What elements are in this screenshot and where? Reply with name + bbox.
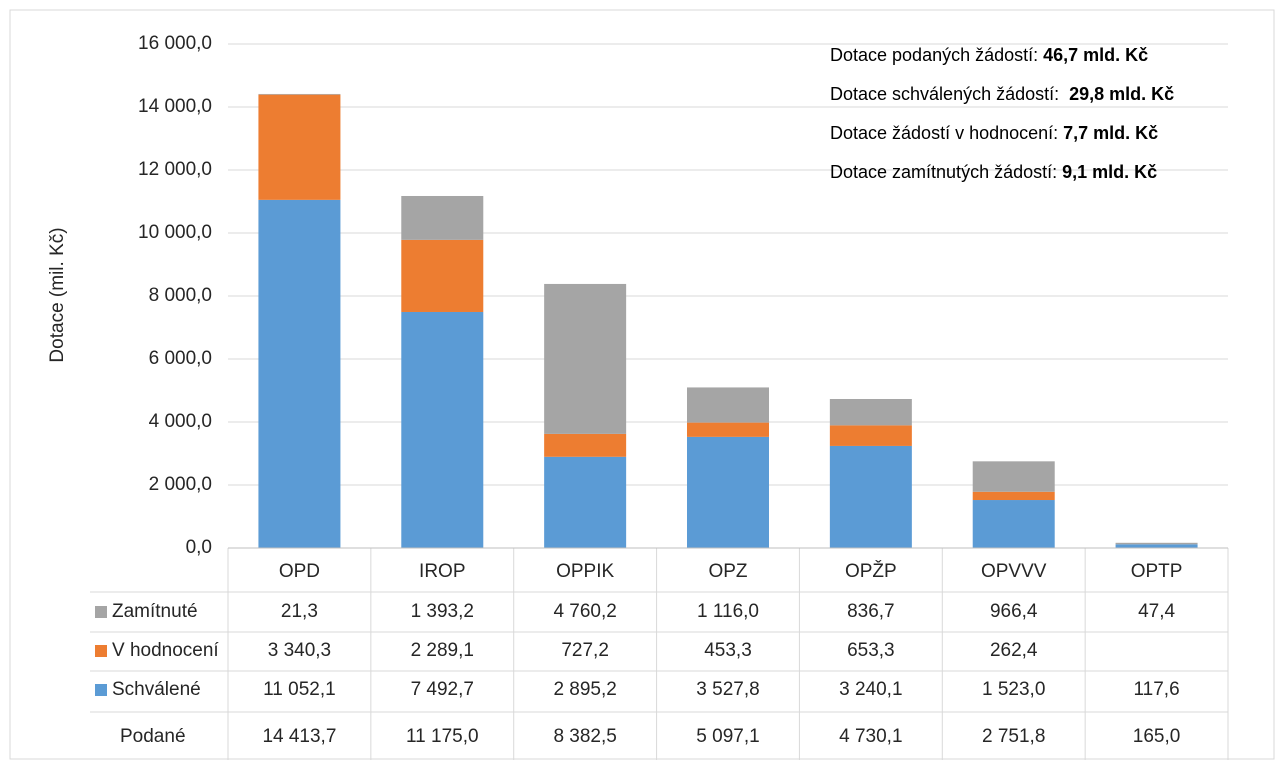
bar-segment bbox=[687, 436, 769, 548]
bar-segment bbox=[258, 94, 341, 200]
legend-key bbox=[95, 606, 107, 618]
bar-segment bbox=[401, 195, 484, 240]
bar-segment bbox=[258, 199, 341, 548]
x-tick-label: OPD bbox=[279, 561, 320, 582]
table-value: 165,0 bbox=[1133, 726, 1181, 747]
x-tick-label: OPTP bbox=[1131, 561, 1183, 582]
x-tick-label: OPZ bbox=[708, 561, 747, 582]
y-axis-label: Dotace (mil. Kč) bbox=[47, 227, 68, 362]
annotation-text: Dotace žádostí v hodnocení: bbox=[830, 123, 1058, 143]
table-value: 11 175,0 bbox=[406, 726, 479, 747]
bar-segment bbox=[401, 311, 484, 548]
table-value: 3 240,1 bbox=[839, 679, 902, 700]
legend-key bbox=[95, 684, 107, 696]
table-value: 2 289,1 bbox=[411, 640, 474, 661]
legend-label: Zamítnuté bbox=[112, 601, 198, 622]
annotation-value: 29,8 mld. Kč bbox=[1069, 84, 1174, 104]
bar-segment bbox=[829, 425, 912, 446]
table-value: 5 097,1 bbox=[696, 726, 759, 747]
y-tick-label: 12 000,0 bbox=[138, 159, 212, 180]
chart-border bbox=[9, 9, 1275, 760]
annotation-value: 9,1 mld. Kč bbox=[1062, 162, 1157, 182]
table-value: 8 382,5 bbox=[553, 726, 616, 747]
y-tick-label: 4 000,0 bbox=[149, 411, 212, 432]
table-value: 14 413,7 bbox=[262, 726, 336, 747]
bar-segment bbox=[401, 239, 484, 312]
annotation: Dotace podaných žádostí: 46,7 mld. Kč bbox=[830, 45, 1148, 65]
table-value: 653,3 bbox=[847, 640, 895, 661]
bar-segment bbox=[972, 491, 1055, 501]
annotation: Dotace zamítnutých žádostí: 9,1 mld. Kč bbox=[830, 162, 1157, 182]
y-tick-label: 0,0 bbox=[186, 537, 212, 558]
bar-segment bbox=[544, 456, 627, 548]
table-value: 3 340,3 bbox=[268, 640, 331, 661]
bar-segment bbox=[829, 399, 912, 426]
x-tick-label: OPŽP bbox=[845, 560, 897, 582]
totals-label: Podané bbox=[120, 726, 186, 747]
annotation-text: Dotace schválených žádostí: bbox=[830, 84, 1064, 104]
legend-key bbox=[95, 645, 107, 657]
x-tick-label: OPPIK bbox=[556, 561, 614, 582]
table-value: 7 492,7 bbox=[411, 679, 474, 700]
table-value: 262,4 bbox=[990, 640, 1038, 661]
y-tick-label: 16 000,0 bbox=[138, 33, 212, 54]
bar-segment bbox=[258, 93, 341, 95]
table-value: 453,3 bbox=[704, 640, 752, 661]
bar-segment bbox=[1115, 542, 1198, 545]
x-tick-label: OPVVV bbox=[981, 561, 1047, 582]
annotation-text: Dotace zamítnutých žádostí: bbox=[830, 162, 1057, 182]
table-value: 2 751,8 bbox=[982, 726, 1045, 747]
y-tick-label: 10 000,0 bbox=[138, 222, 212, 243]
legend-label: V hodnocení bbox=[112, 640, 219, 661]
table-value: 4 730,1 bbox=[839, 726, 902, 747]
annotation-text: Dotace podaných žádostí: bbox=[830, 45, 1038, 65]
table-value: 1 393,2 bbox=[411, 601, 474, 622]
bar-segment bbox=[1115, 544, 1198, 548]
y-tick-label: 14 000,0 bbox=[138, 96, 212, 117]
annotation: Dotace schválených žádostí: 29,8 mld. Kč bbox=[830, 84, 1174, 104]
table-value: 11 052,1 bbox=[263, 679, 336, 700]
table-value: 966,4 bbox=[990, 601, 1038, 622]
bar-segment bbox=[829, 445, 912, 548]
table-value: 4 760,2 bbox=[553, 601, 616, 622]
bar-segment bbox=[687, 422, 769, 437]
table-value: 1 523,0 bbox=[982, 679, 1045, 700]
bar-segment bbox=[544, 283, 627, 434]
annotation-value: 46,7 mld. Kč bbox=[1043, 45, 1148, 65]
x-tick-label: IROP bbox=[419, 561, 465, 582]
annotation-value: 7,7 mld. Kč bbox=[1063, 123, 1158, 143]
table-value: 727,2 bbox=[561, 640, 609, 661]
table-value: 117,6 bbox=[1134, 679, 1180, 700]
table-value: 1 116,0 bbox=[697, 601, 759, 622]
bar-segment bbox=[687, 387, 769, 423]
y-tick-label: 6 000,0 bbox=[149, 348, 212, 369]
bar-segment bbox=[544, 433, 627, 457]
table-value: 2 895,2 bbox=[553, 679, 616, 700]
table-value: 21,3 bbox=[281, 601, 318, 622]
y-tick-label: 8 000,0 bbox=[149, 285, 212, 306]
annotation: Dotace žádostí v hodnocení: 7,7 mld. Kč bbox=[830, 123, 1158, 143]
table-value: 3 527,8 bbox=[696, 679, 759, 700]
bar-segment bbox=[972, 461, 1055, 492]
bar-segment bbox=[972, 500, 1055, 548]
legend-label: Schválené bbox=[112, 679, 201, 700]
y-tick-label: 2 000,0 bbox=[149, 474, 212, 495]
table-value: 836,7 bbox=[847, 601, 895, 622]
table-value: 47,4 bbox=[1138, 601, 1175, 622]
